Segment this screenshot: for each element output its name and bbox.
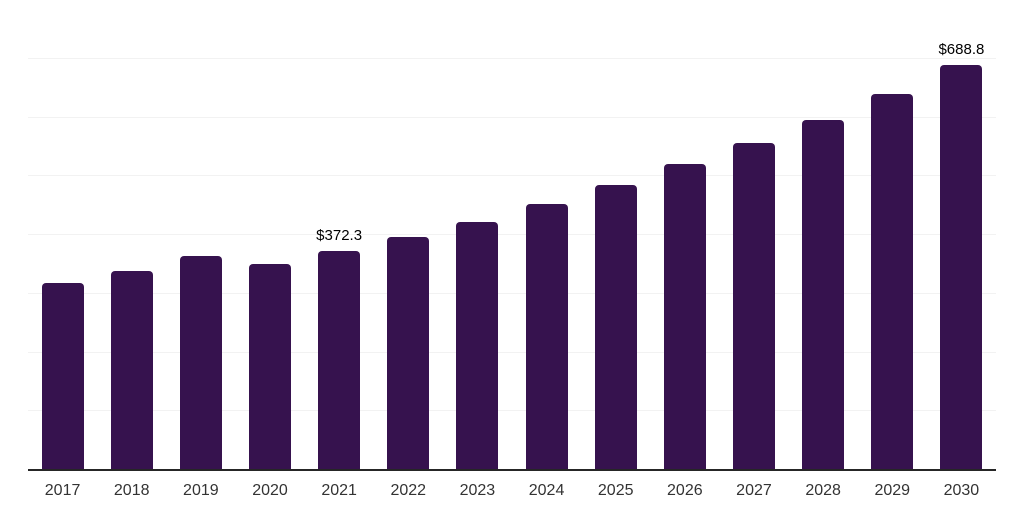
bar-2017: [41, 283, 84, 470]
x-axis-line: [28, 469, 996, 471]
bar-slot-2025: [581, 0, 650, 470]
x-tick-2022: 2022: [390, 482, 427, 499]
bar-slot-2019: [166, 0, 235, 470]
bar-slot-2017: [28, 0, 97, 470]
bar-slot-2023: [443, 0, 512, 470]
bar-slot-2018: [97, 0, 166, 470]
gridline-400: [28, 234, 996, 235]
x-axis-labels: 2017 2018 2019 2020 2021 2022 2023 2024 2025 2026…: [28, 482, 996, 500]
bar-2029: [871, 94, 914, 470]
bar-2027: [732, 142, 775, 470]
x-tick-2020: 2020: [252, 482, 288, 499]
bar-2025: [594, 185, 637, 470]
bar-slot-2020: [235, 0, 304, 470]
bar-2024: [525, 204, 568, 470]
x-tick-2023: 2023: [459, 482, 496, 499]
bar-2020: [248, 263, 291, 470]
gridline-600: [28, 116, 996, 118]
x-tick-2027: 2027: [736, 482, 772, 499]
x-tick-2025: 2025: [597, 482, 634, 499]
x-tick-2024: 2024: [528, 482, 565, 499]
x-tick-2030: 2030: [943, 482, 980, 499]
bar-2030: [940, 65, 983, 470]
x-tick-2026: 2026: [667, 482, 703, 499]
x-tick-2028: 2028: [805, 482, 841, 499]
bar-2022: [387, 236, 430, 470]
x-tick-2018: 2018: [113, 482, 150, 499]
x-tick-2017: 2017: [44, 482, 81, 499]
bar-slot-2027: [719, 0, 788, 470]
bar-2018: [110, 270, 153, 470]
x-tick-2021: 2021: [321, 482, 357, 499]
bar-2023: [456, 221, 499, 470]
bar-slot-2026: [650, 0, 719, 470]
bar-slot-2021: $372.3: [305, 0, 374, 470]
data-label-2021: $372.3: [316, 227, 363, 245]
bar-2019: [179, 256, 222, 470]
gridline-200: [28, 351, 996, 353]
bar-slot-2022: [374, 0, 443, 470]
gridline-100: [28, 410, 996, 412]
bar-2026: [663, 164, 706, 470]
bar-slot-2024: [512, 0, 581, 470]
gridline-300: [28, 292, 996, 294]
x-tick-2019: 2019: [183, 482, 219, 499]
x-tick-2029: 2029: [874, 482, 911, 499]
bar-slot-2030: $688.8: [927, 0, 996, 470]
gridline-700: [28, 57, 996, 59]
gridline-500: [28, 175, 996, 177]
data-label-2030: $688.8: [938, 41, 985, 59]
bar-2028: [802, 119, 845, 470]
bar-2021: [318, 251, 361, 470]
bar-slot-2029: [858, 0, 927, 470]
bar-slot-2028: [789, 0, 858, 470]
plot-area: $372.3 $688.8: [28, 0, 996, 471]
bars-container: $372.3 $688.8: [28, 0, 996, 470]
